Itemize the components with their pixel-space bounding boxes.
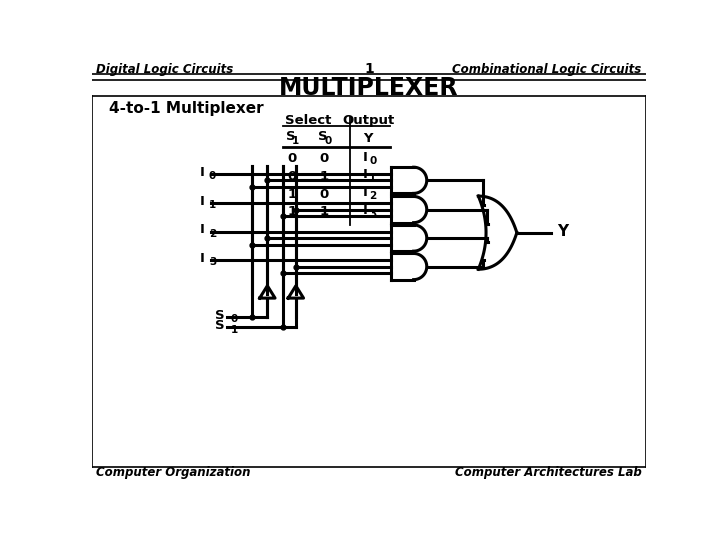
Text: 0: 0 (209, 171, 216, 181)
Text: S: S (318, 130, 328, 143)
Text: I: I (200, 195, 205, 208)
Text: 4-to-1 Multiplexer: 4-to-1 Multiplexer (109, 101, 264, 116)
Text: 0: 0 (325, 136, 332, 146)
Text: 0: 0 (287, 152, 297, 165)
Text: I: I (363, 168, 368, 181)
Text: I: I (363, 186, 368, 199)
Text: Computer Organization: Computer Organization (96, 467, 251, 480)
Text: I: I (363, 204, 368, 217)
Text: 0: 0 (287, 170, 297, 183)
Text: 1: 1 (320, 205, 329, 219)
Text: Y: Y (364, 132, 373, 145)
Text: MULTIPLEXER: MULTIPLEXER (279, 76, 459, 100)
Text: 2: 2 (209, 229, 216, 239)
Text: 2: 2 (369, 192, 377, 201)
Text: I: I (200, 224, 205, 237)
Text: I: I (363, 151, 368, 164)
Text: 1: 1 (287, 205, 297, 219)
Text: 3: 3 (369, 210, 377, 219)
Text: S: S (215, 308, 225, 321)
Text: I: I (200, 166, 205, 179)
Text: 1: 1 (230, 325, 238, 335)
Text: 1: 1 (320, 170, 329, 183)
Text: Y: Y (557, 225, 568, 239)
Text: Output: Output (342, 114, 395, 127)
Text: Select: Select (285, 114, 331, 127)
Text: Digital Logic Circuits: Digital Logic Circuits (96, 63, 234, 76)
Text: I: I (200, 252, 205, 265)
Text: 3: 3 (209, 257, 216, 267)
Text: 0: 0 (230, 314, 238, 324)
Text: S: S (215, 319, 225, 332)
Text: 1: 1 (292, 136, 300, 146)
Text: Computer Architectures Lab: Computer Architectures Lab (455, 467, 642, 480)
Text: Combinational Logic Circuits: Combinational Logic Circuits (452, 63, 642, 76)
Text: 1: 1 (209, 200, 216, 210)
Text: 1: 1 (364, 63, 374, 77)
Text: 0: 0 (320, 152, 329, 165)
Text: 1: 1 (287, 188, 297, 201)
Text: S: S (286, 130, 295, 143)
Text: 1: 1 (369, 174, 377, 184)
Text: 0: 0 (369, 156, 377, 166)
Text: 0: 0 (320, 188, 329, 201)
